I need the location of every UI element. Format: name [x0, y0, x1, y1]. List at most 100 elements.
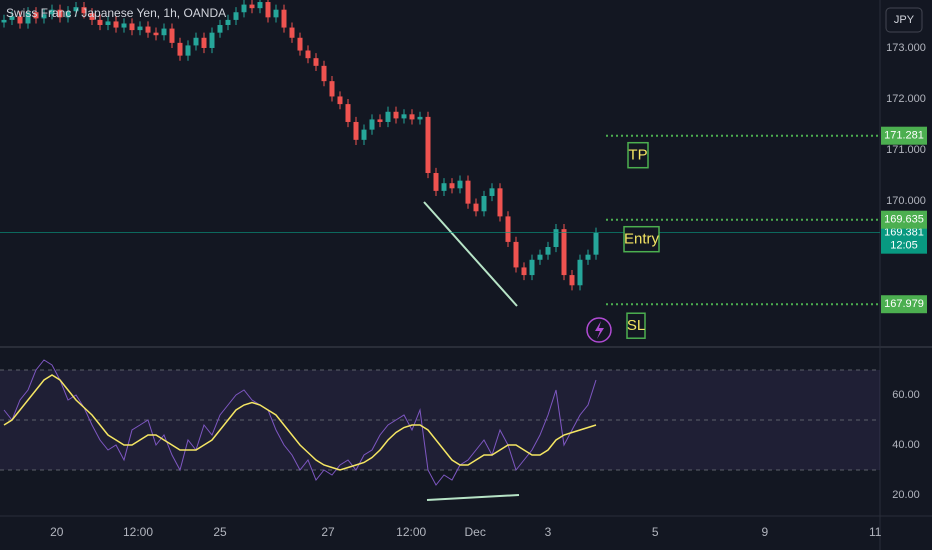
candle-body	[313, 58, 319, 66]
alert-icon[interactable]	[586, 317, 612, 343]
candle-body	[177, 42, 183, 56]
axes: 60.00 40.00 20.00 173.000 172.000 171.000 170.…	[0, 42, 927, 539]
candle-body	[305, 50, 311, 59]
candle-body	[433, 173, 439, 191]
candle-body	[249, 4, 255, 9]
candle-body	[73, 7, 79, 12]
level-price-box	[881, 295, 927, 314]
candle-body	[489, 188, 495, 196]
candle-body	[265, 2, 271, 18]
candle-body	[161, 28, 167, 36]
level-tag-box	[623, 225, 660, 253]
candle-body	[241, 4, 247, 13]
price-tick-label: 173.000	[886, 42, 926, 54]
candle-body	[17, 16, 23, 24]
rsi-background	[0, 369, 880, 471]
candle-body	[457, 180, 463, 189]
candle-body	[105, 21, 111, 26]
candle-body	[329, 81, 335, 97]
candle-body	[529, 259, 535, 276]
candle-body	[289, 27, 295, 38]
level-tag: SL	[627, 317, 645, 334]
x-tick-label: Dec	[465, 525, 486, 539]
currency: JPY	[894, 14, 915, 26]
chart-title: Swiss Franc / Japanese Yen, 1h, OANDA	[6, 6, 226, 20]
candle-body	[385, 111, 391, 122]
candle-body	[257, 2, 263, 9]
level-tag-box	[626, 312, 646, 339]
candle-body	[441, 183, 447, 191]
candle-body	[81, 7, 87, 14]
candle-body	[361, 129, 367, 140]
candle-body	[41, 14, 47, 19]
x-tick-label: 12:00	[123, 525, 153, 539]
candle-body	[89, 13, 95, 20]
candle-body	[337, 96, 343, 105]
level-tag: TP	[628, 147, 647, 164]
price-tick-label: 170.000	[886, 195, 926, 207]
level-price-label: 169.635	[884, 214, 924, 226]
candle-body	[521, 267, 527, 276]
candle-body	[57, 9, 63, 18]
candle-body	[297, 37, 303, 51]
candle-body	[505, 216, 511, 242]
candle-body	[513, 241, 519, 268]
candle-body	[233, 12, 239, 20]
candle-body	[193, 37, 199, 46]
candle-body	[417, 116, 423, 120]
candle-body	[409, 114, 415, 120]
candle-body	[33, 12, 39, 19]
rsi-trend-line	[426, 494, 520, 501]
candle-body	[569, 275, 575, 286]
x-tick-label: 27	[321, 525, 335, 539]
candle-body	[553, 229, 559, 248]
candle-body	[145, 26, 151, 33]
x-tick-label: 12:00	[396, 525, 426, 539]
candle-body	[9, 16, 15, 20]
candle-body	[169, 28, 175, 43]
candle-body	[121, 23, 127, 28]
candle-body	[537, 254, 543, 260]
candle-body	[353, 121, 359, 140]
rsi-tick-label: 60.00	[892, 389, 920, 401]
rsi-tick-label: 40.00	[892, 439, 920, 451]
candle-body	[65, 11, 71, 18]
candle-body	[185, 45, 191, 56]
candle-body	[321, 65, 327, 82]
candle-body	[345, 104, 351, 122]
rsi-pane	[3, 359, 597, 486]
candle-body	[585, 254, 591, 260]
candle-body	[465, 180, 471, 204]
candle-body	[561, 229, 567, 276]
candle-body	[49, 9, 55, 15]
candle-body	[593, 232, 599, 255]
candle-body	[481, 195, 487, 212]
x-tick-label: 11	[869, 525, 882, 539]
rsi-tick-label: 20.00	[892, 489, 920, 501]
x-tick-label: 25	[213, 525, 227, 539]
candle-body	[217, 25, 223, 33]
price-pane	[1, 0, 599, 291]
countdown: 12:05	[890, 240, 918, 252]
candle-body	[545, 247, 551, 255]
level-price-label: 167.979	[884, 298, 924, 310]
currency-box[interactable]	[885, 7, 923, 33]
level-tag-box	[627, 141, 649, 169]
candle-body	[393, 111, 399, 119]
candle-body	[137, 26, 143, 31]
x-tick-label: 3	[545, 525, 552, 539]
candle-body	[401, 114, 407, 119]
level-price-box	[881, 210, 927, 229]
candle-body	[129, 23, 135, 31]
candle-body	[209, 32, 215, 48]
candle-body	[425, 116, 431, 174]
x-tick-label: 20	[50, 525, 64, 539]
last-price-label: 169.381	[884, 227, 924, 239]
rsi-line	[3, 359, 597, 486]
level-price-label: 171.281	[884, 130, 924, 142]
candle-body	[225, 19, 231, 26]
candle-body	[497, 188, 503, 217]
candle-body	[153, 32, 159, 36]
